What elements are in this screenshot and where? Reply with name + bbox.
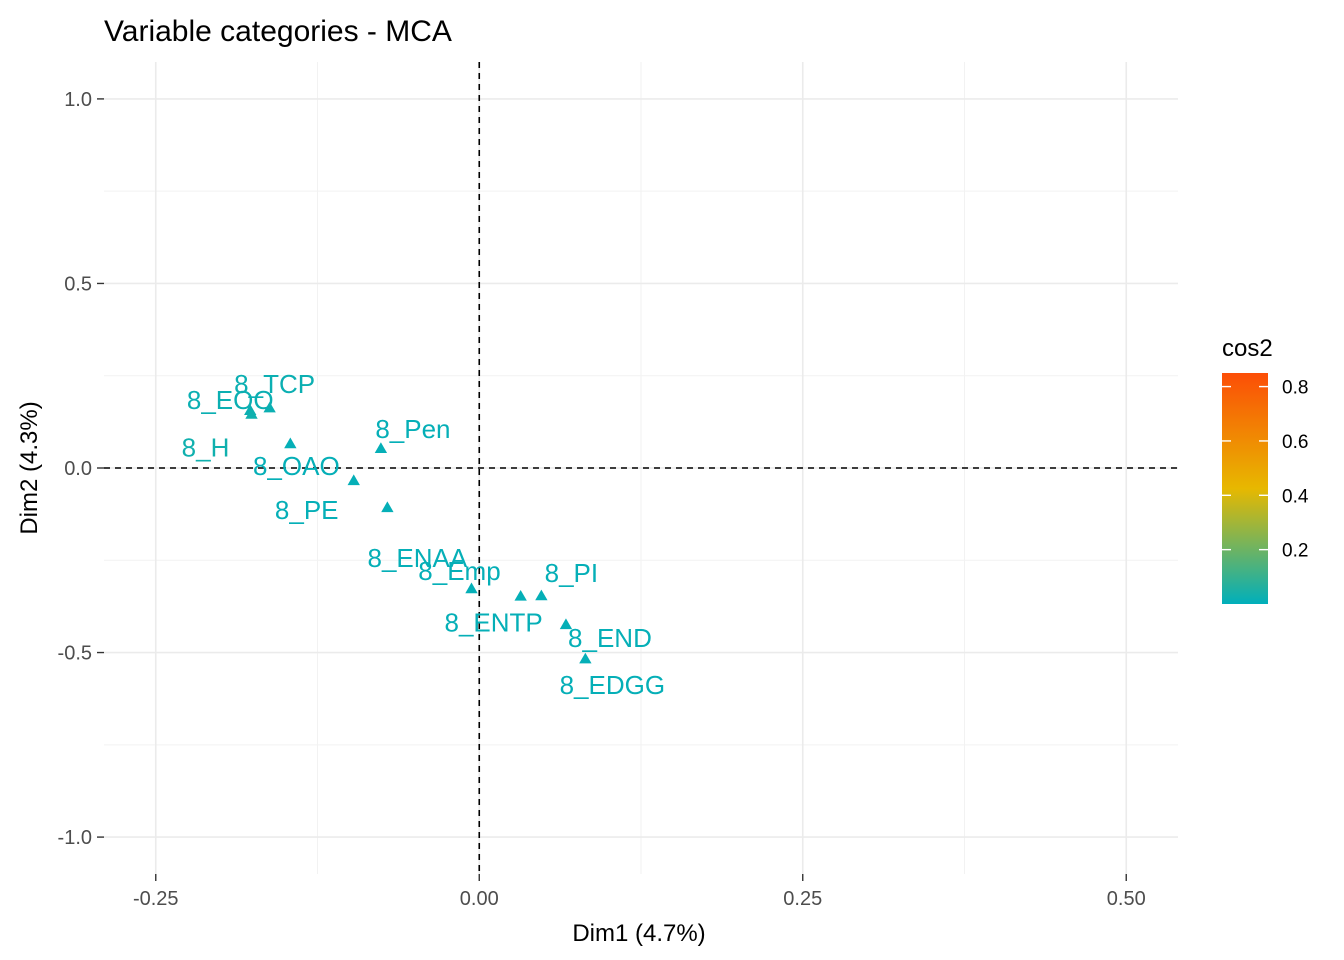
point-8_PE bbox=[347, 474, 360, 486]
reference-lines bbox=[104, 62, 1178, 874]
x-axis-title: Dim1 (4.7%) bbox=[572, 920, 705, 947]
point-label-8_EDGG: 8_EDGG bbox=[560, 670, 666, 700]
point-label-8_Pen: 8_Pen bbox=[375, 414, 450, 444]
y-tick-label: 0.0 bbox=[64, 458, 92, 480]
point-label-8_ENAA: 8_ENAA bbox=[368, 543, 468, 573]
point-8_END bbox=[559, 618, 573, 630]
point-label-8_H: 8_H bbox=[182, 432, 230, 462]
y-axis-title: Dim2 (4.3%) bbox=[16, 401, 43, 534]
point-label-8_PI: 8_PI bbox=[545, 558, 599, 588]
x-tick-label: 0.00 bbox=[460, 888, 499, 910]
legend-ticks: 0.2 0.4 0.6 0.8 bbox=[1222, 378, 1309, 562]
x-tick-label: 0.50 bbox=[1107, 888, 1146, 910]
legend-title: cos2 bbox=[1222, 335, 1273, 362]
point-label-8_Emp: 8_Emp bbox=[418, 556, 500, 586]
legend-tick-label: 0.4 bbox=[1282, 486, 1309, 507]
point-8_H bbox=[245, 407, 258, 419]
point-8_OAO bbox=[284, 437, 297, 449]
legend-colorbar bbox=[1222, 373, 1268, 604]
x-tick-label: 0.25 bbox=[783, 888, 822, 910]
legend-tick-label: 0.2 bbox=[1282, 541, 1308, 562]
point-label-8_OAO: 8_OAO bbox=[253, 451, 340, 481]
x-axis-ticks: -0.25 0.00 0.25 0.50 bbox=[133, 874, 1146, 910]
point-label-8_TCP: 8_TCP bbox=[234, 369, 315, 399]
point-label-8_PE: 8_PE bbox=[275, 495, 339, 525]
y-tick-label: -1.0 bbox=[58, 827, 92, 849]
y-tick-label: -0.5 bbox=[58, 643, 92, 665]
chart-title: Variable categories - MCA bbox=[104, 15, 452, 48]
point-8_ENTP bbox=[514, 589, 527, 601]
point-8_PI bbox=[535, 589, 548, 601]
y-tick-label: 1.0 bbox=[64, 89, 92, 111]
legend-tick-label: 0.6 bbox=[1282, 432, 1308, 453]
point-label-8_EOO: 8_EOO bbox=[187, 385, 274, 415]
point-8_ENAA bbox=[381, 501, 394, 513]
point-8_Pen bbox=[374, 442, 388, 454]
cos2-legend: cos2 0.2 0.4 0.6 0.8 bbox=[1222, 335, 1309, 604]
y-axis-ticks: -1.0 -0.5 0.0 0.5 1.0 bbox=[58, 89, 104, 849]
point-8_TCP bbox=[263, 401, 276, 413]
point-label-8_END: 8_END bbox=[568, 623, 652, 653]
data-points bbox=[244, 401, 592, 664]
point-8_Emp bbox=[465, 582, 478, 594]
x-tick-label: -0.25 bbox=[133, 888, 179, 910]
point-label-8_ENTP: 8_ENTP bbox=[445, 607, 543, 637]
legend-tick-label: 0.8 bbox=[1282, 378, 1308, 399]
point-8_EDGG bbox=[579, 652, 592, 664]
y-tick-label: 0.5 bbox=[64, 273, 92, 295]
